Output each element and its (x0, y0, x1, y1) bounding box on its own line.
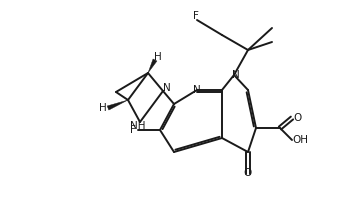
Text: O: O (244, 168, 252, 178)
Text: OH: OH (292, 135, 308, 145)
Polygon shape (148, 59, 157, 73)
Text: O: O (293, 113, 301, 123)
Text: H: H (99, 103, 107, 113)
Text: H: H (154, 52, 162, 62)
Text: F: F (193, 11, 199, 21)
Text: NH: NH (130, 121, 146, 131)
Text: N: N (232, 70, 240, 80)
Polygon shape (107, 100, 128, 110)
Text: N: N (193, 85, 201, 95)
Text: N: N (163, 83, 171, 93)
Text: F: F (130, 125, 136, 135)
